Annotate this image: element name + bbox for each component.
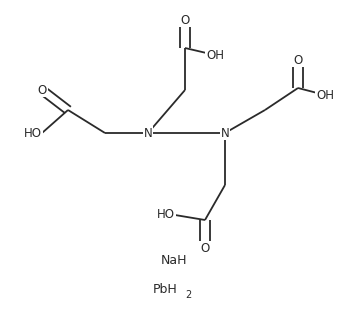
Text: NaH: NaH [161, 254, 187, 267]
Text: O: O [293, 53, 303, 67]
Text: HO: HO [24, 126, 42, 140]
Text: O: O [180, 13, 190, 27]
Text: OH: OH [316, 89, 334, 101]
Text: N: N [144, 126, 152, 140]
Text: OH: OH [206, 49, 224, 61]
Text: N: N [221, 126, 229, 140]
Text: O: O [37, 84, 47, 97]
Text: 2: 2 [185, 290, 192, 300]
Text: O: O [200, 242, 209, 254]
Text: PbH: PbH [153, 283, 178, 296]
Text: HO: HO [157, 209, 175, 221]
